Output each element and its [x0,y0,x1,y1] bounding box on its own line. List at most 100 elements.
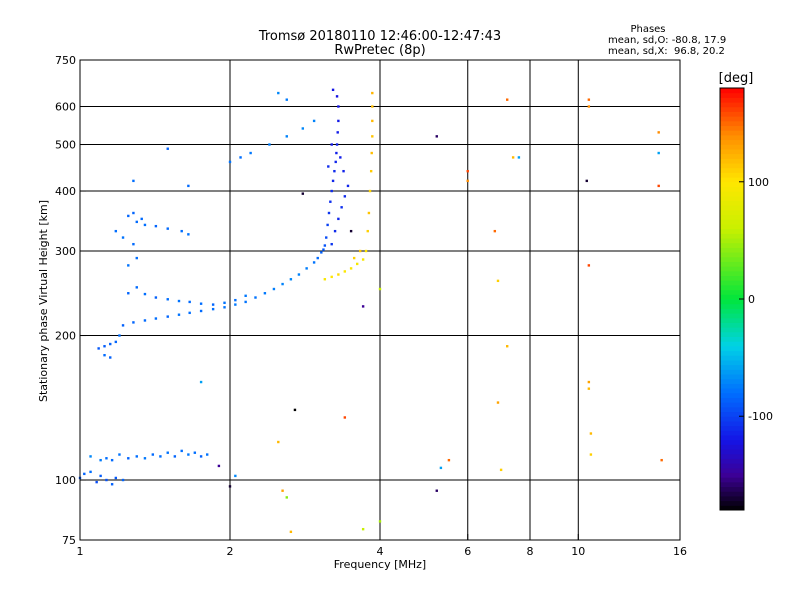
colorbar-segment [720,313,744,319]
colorbar-segment [720,233,744,239]
data-point [110,483,114,486]
data-point [327,165,330,168]
data-point [97,347,100,350]
data-point [166,298,169,301]
data-point [223,306,226,309]
colorbar-segment [720,308,744,314]
data-point [370,151,373,155]
phases-mean-x: mean, sd,X: 96.8, 20.2 [608,46,725,57]
data-point [367,211,371,215]
data-point [121,324,125,327]
data-point [277,440,280,444]
colorbar-segment [720,144,744,150]
data-point [499,468,503,472]
colorbar-segment [720,406,744,413]
data-point [334,160,337,164]
data-point [587,387,591,390]
data-point [143,223,147,227]
data-point [335,151,338,155]
data-point [336,131,339,134]
data-point [361,305,365,308]
colorbar-segment [720,111,744,117]
data-point [277,91,280,95]
x-axis-label: Frequency [MHz] [334,558,426,571]
data-point [589,432,593,435]
data-point [166,227,169,230]
colorbar-segment [720,186,744,192]
chart-subtitle: RwPretec (8p) [334,43,425,58]
y-tick-label: 100 [55,474,76,487]
data-point [285,496,288,499]
data-point [349,267,353,270]
colorbar-segment [720,303,744,309]
data-point [228,485,232,488]
data-point [378,520,382,523]
colorbar-segment [720,209,744,216]
data-point [325,236,328,239]
colorbar-segment [720,247,744,253]
colorbar-segment [720,92,744,98]
data-point [109,342,112,346]
data-point [114,476,118,480]
colorbar-segment [720,181,744,187]
colorbar-segment [720,200,744,206]
data-point [188,311,191,315]
colorbar-segment [720,116,744,122]
data-point [339,156,342,159]
data-point [435,135,438,138]
colorbar-segment [720,495,744,502]
data-point [234,298,237,302]
data-point [335,95,339,98]
data-point [587,264,591,267]
data-point [496,401,500,404]
colorbar-segment [720,195,744,202]
data-point [118,334,121,337]
data-point [199,302,203,305]
x-tick-label: 1 [77,545,84,558]
data-point [285,135,288,138]
data-point [330,275,333,279]
data-point [378,287,382,291]
data-point [217,464,221,468]
data-point [187,233,190,236]
data-point [103,345,106,348]
data-point [99,458,102,462]
data-point [166,147,169,150]
data-point [143,457,147,460]
data-point [517,156,521,159]
colorbar-segment [720,444,744,450]
data-point [305,267,308,270]
colorbar-segment [720,392,744,398]
data-point [177,299,181,303]
phases-mean-o: mean, sd,O: -80.8, 17.9 [608,35,726,46]
data-point [368,189,372,193]
data-point [263,292,267,295]
colorbar-segment [720,102,744,108]
data-point [166,315,169,318]
data-point [118,453,121,456]
colorbar-tick-label: 100 [748,176,769,189]
colorbar-segment [720,294,744,300]
colorbar-segment [720,167,744,173]
data-point [211,307,215,311]
data-point [99,474,102,478]
data-point [105,478,108,482]
data-point [109,356,112,359]
x-tick-label: 6 [464,545,471,558]
colorbar-segment [720,177,744,183]
y-axis-label: Stationary phase Virtual Height [km] [37,200,50,402]
data-point [132,242,135,246]
data-point [234,474,237,478]
data-point [355,262,359,266]
colorbar-segment [720,242,744,248]
data-point [366,229,369,233]
data-point [369,169,373,173]
colorbar-segment [720,369,744,375]
data-point [132,211,135,215]
colorbar-segment [720,383,744,389]
colorbar-segment [720,378,744,384]
x-tick-label: 4 [377,545,384,558]
data-point [110,458,114,462]
data-point [439,466,443,470]
y-tick-label: 750 [55,54,76,67]
